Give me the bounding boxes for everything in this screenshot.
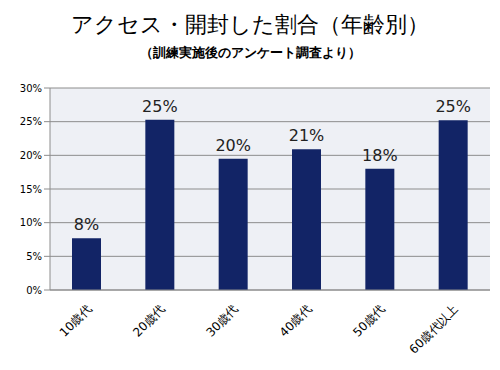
svg-text:8%: 8% xyxy=(74,215,99,234)
svg-text:30%: 30% xyxy=(20,83,42,94)
svg-text:20歳代: 20歳代 xyxy=(130,302,168,340)
svg-text:5%: 5% xyxy=(26,251,42,262)
svg-text:60歳代以上: 60歳代以上 xyxy=(406,302,461,357)
svg-text:21%: 21% xyxy=(289,126,325,145)
svg-text:30歳代: 30歳代 xyxy=(203,302,241,340)
svg-text:15%: 15% xyxy=(20,184,42,195)
svg-text:50歳代: 50歳代 xyxy=(350,302,388,340)
svg-text:0%: 0% xyxy=(26,285,42,296)
svg-text:10歳代: 10歳代 xyxy=(57,302,95,340)
svg-text:25%: 25% xyxy=(142,97,178,116)
html-text:（訓練実施後のアンケート調査より）: （訓練実施後のアンケート調査より） xyxy=(139,45,361,60)
svg-text:20%: 20% xyxy=(215,136,251,155)
svg-text:25%: 25% xyxy=(20,116,42,127)
svg-text:10%: 10% xyxy=(20,217,42,228)
svg-text:40歳代: 40歳代 xyxy=(277,302,315,340)
svg-text:18%: 18% xyxy=(362,146,398,165)
html-text:アクセス・開封した割合（年齢別）: アクセス・開封した割合（年齢別） xyxy=(71,12,429,37)
svg-text:20%: 20% xyxy=(20,150,42,161)
svg-text:25%: 25% xyxy=(435,97,471,116)
